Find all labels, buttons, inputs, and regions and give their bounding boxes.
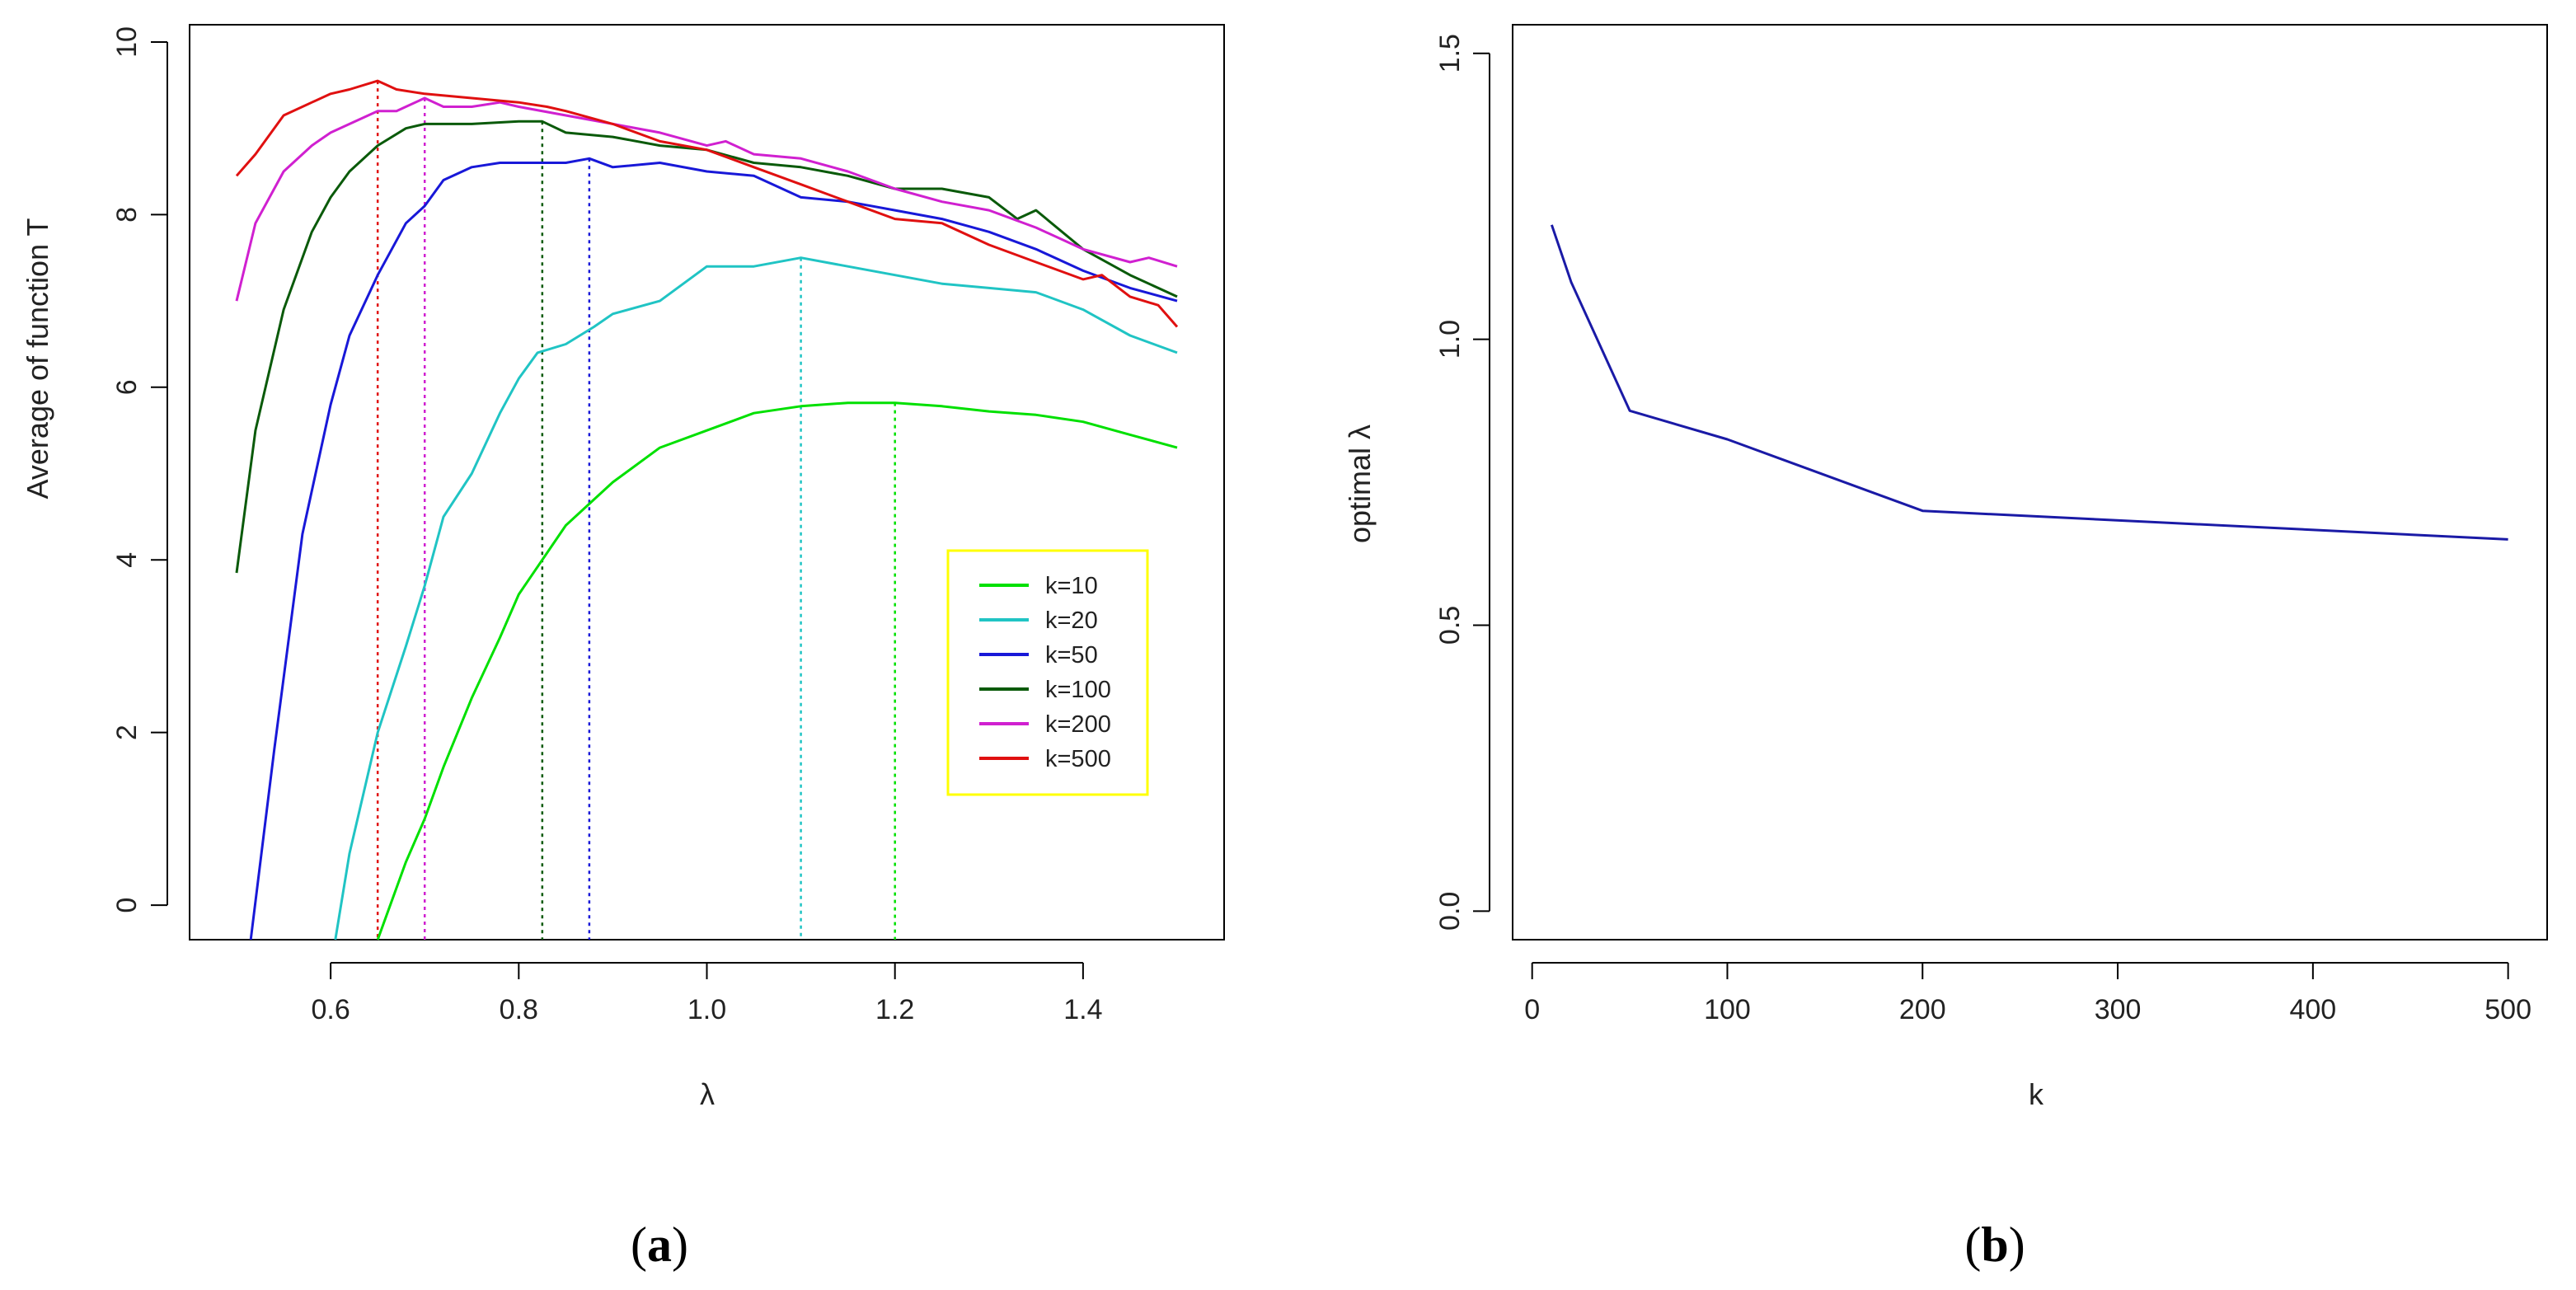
y-tick-label: 10 (111, 26, 143, 58)
panel-a-caption: (a) (631, 1217, 688, 1272)
panel-b-caption: (b) (1964, 1217, 2025, 1272)
legend-label: k=200 (1045, 711, 1111, 738)
x-tick-label: 100 (1704, 994, 1751, 1025)
panel-a-plot-frame (189, 24, 1225, 941)
panel-a: 0.6 0.8 1.0 1.2 1.4 0 2 4 6 8 10 λ Average of fun… (21, 24, 1225, 1272)
panel-b: 0 100 200 300 400 500 0.0 0.5 1.0 1.5 k optimal … (1343, 24, 2548, 1272)
x-tick-label: 0 (1524, 994, 1540, 1025)
x-tick-label: 1.0 (687, 994, 726, 1025)
panel-b-series (1550, 224, 2508, 541)
legend-label: k=100 (1045, 677, 1111, 703)
x-tick-label: 0.8 (500, 994, 538, 1025)
series-line (235, 120, 1178, 574)
legend-label: k=20 (1045, 607, 1098, 634)
series-line (249, 157, 1178, 941)
panel-a-y-label: Average of function T (21, 218, 54, 500)
x-tick-label: 1.4 (1063, 994, 1102, 1025)
y-tick-label: 6 (111, 379, 143, 395)
legend-label: k=500 (1045, 746, 1111, 772)
x-tick-label: 500 (2485, 994, 2531, 1025)
series-line (235, 79, 1179, 328)
y-tick-label: 0.5 (1434, 606, 1466, 645)
x-tick-label: 200 (1899, 994, 1946, 1025)
panel-a-series (235, 79, 1179, 941)
legend-label: k=50 (1045, 642, 1098, 668)
panel-a-x-axis: 0.6 0.8 1.0 1.2 1.4 (312, 962, 1102, 1025)
panel-b-y-label: optimal λ (1343, 425, 1377, 543)
y-tick-label: 1.5 (1434, 34, 1466, 73)
panel-b-y-axis: 0.0 0.5 1.0 1.5 (1434, 34, 1490, 931)
x-tick-label: 300 (2095, 994, 2142, 1025)
x-tick-label: 0.6 (312, 994, 350, 1025)
y-tick-label: 8 (111, 207, 143, 223)
series-line (376, 401, 1178, 941)
y-tick-label: 1.0 (1434, 320, 1466, 359)
series-line (1550, 224, 2508, 541)
x-tick-label: 1.2 (875, 994, 914, 1025)
panel-a-optimal-markers (376, 81, 896, 940)
y-tick-label: 0.0 (1434, 892, 1466, 931)
legend-box (946, 549, 1149, 796)
panel-a-x-label: λ (700, 1077, 715, 1111)
panel-b-plot-frame (1512, 24, 2548, 941)
y-tick-label: 2 (111, 725, 143, 740)
panel-b-x-axis: 0 100 200 300 400 500 (1524, 962, 2531, 1025)
panel-b-x-label: k (2029, 1077, 2044, 1111)
series-line (334, 256, 1178, 941)
y-tick-label: 0 (111, 898, 143, 913)
panel-a-legend: k=10 k=20 k=50 k=100 k=200 k=500 (946, 549, 1149, 796)
panel-a-y-axis: 0 2 4 6 8 10 (111, 26, 168, 913)
x-tick-label: 400 (2289, 994, 2336, 1025)
legend-label: k=10 (1045, 573, 1098, 599)
y-tick-label: 4 (111, 552, 143, 568)
